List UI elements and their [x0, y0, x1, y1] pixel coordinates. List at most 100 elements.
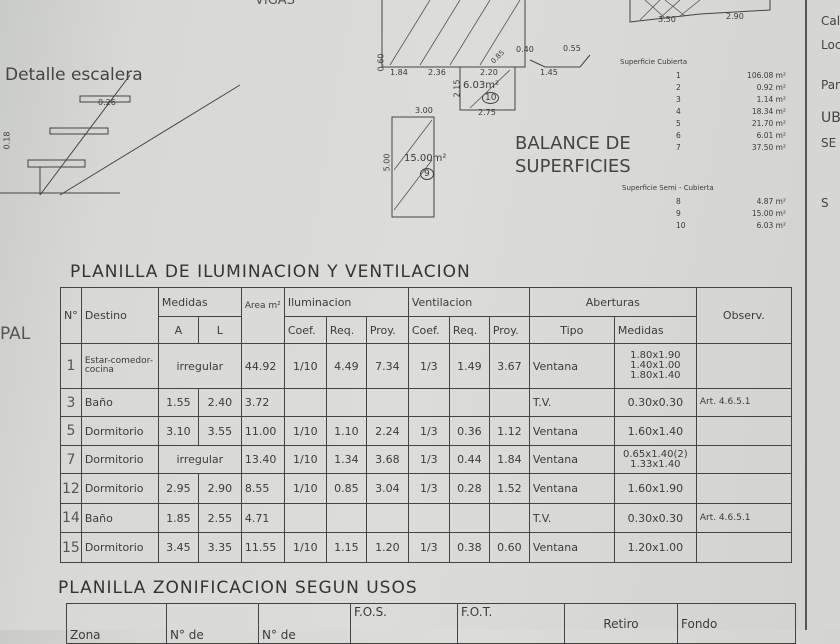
plan-dim: 0.40	[516, 45, 534, 54]
cell-n: 15	[60, 532, 82, 563]
cell-v-coef: 1/3	[407, 532, 450, 563]
area-10-id: 10	[482, 92, 500, 104]
left-fragment: PAL	[0, 324, 31, 344]
adjacent-sheet: Cal Loc Par UB SE S	[805, 0, 840, 630]
table-row: 3 Baño 1.55 2.40 3.72 T.V. 0.30x0.30 Art. 4.6.5…	[60, 388, 792, 417]
header-aberturas: Aberturas	[528, 287, 697, 317]
cell-il-req	[325, 503, 367, 533]
balance-item: 3 1.14 m²	[676, 95, 786, 104]
plan-dim: 2.36	[428, 68, 446, 77]
plan-dim: 2.15	[452, 79, 462, 98]
cell-tipo: T.V.	[528, 388, 615, 417]
cell-il-req	[325, 388, 367, 417]
cell-destino: Dormitorio	[80, 473, 159, 504]
cell-medidas: 1.20x1.00	[613, 532, 697, 563]
plan-dim: 3.50	[658, 15, 676, 24]
sheet-text: Par	[821, 78, 840, 92]
sheet-text: UB	[821, 110, 840, 126]
cell-obs: Art. 4.6.5.1	[695, 388, 792, 417]
cell-area: 11.55	[240, 532, 285, 563]
cell-n: 14	[60, 503, 82, 533]
cell-a: 3.45	[157, 532, 199, 563]
cell-il-coef: 1/10	[283, 416, 327, 446]
cell-il-req: 1.15	[325, 532, 367, 563]
cell-destino: Baño	[80, 503, 159, 533]
plan-dim: 2.75	[478, 108, 496, 117]
header-tipo: Tipo	[528, 316, 615, 344]
cell-obs	[695, 416, 792, 446]
cell-v-proy	[488, 388, 530, 417]
table-row: 7 Dormitorio irregular 13.40 1/10 1.34 3.68 1/3…	[60, 445, 792, 474]
table-row: 5 Dormitorio 3.10 3.55 11.00 1/10 1.10 2.24 1/3 0…	[60, 416, 792, 446]
table-row: 12 Dormitorio 2.95 2.90 8.55 1/10 0.85 3.04 1/3 0…	[60, 473, 792, 504]
plan-hatched-areas	[381, 0, 591, 218]
cell-medidas: 1.60x1.90	[613, 473, 697, 504]
cell-il-proy	[365, 388, 409, 417]
cell-medidas: 1.60x1.40	[613, 416, 697, 446]
plan-dim: 5.00	[382, 153, 392, 172]
plan-dim: 1.45	[540, 68, 558, 77]
header-a: A	[157, 316, 199, 344]
cell-n: 7	[60, 445, 82, 474]
table-row: 14 Baño 1.85 2.55 4.71 T.V. 0.30x0.30 Art. 4.6.…	[60, 503, 792, 533]
cell-il-proy: 2.24	[365, 416, 409, 446]
cell-medidas: 0.65x1.40(2) 1.33x1.40	[613, 445, 697, 474]
cell-tipo: T.V.	[528, 503, 615, 533]
cell-area: 44.92	[240, 343, 285, 389]
header-n: N°	[60, 287, 82, 344]
cell-v-proy: 3.67	[488, 343, 530, 389]
cell-tipo: Ventana	[528, 473, 615, 504]
cell-area: 13.40	[240, 445, 285, 474]
cell-v-proy: 1.52	[488, 473, 530, 504]
area-9-label: 15.00m²	[404, 153, 447, 164]
balance-item: 9 15.00 m²	[676, 209, 786, 218]
plan-drawings	[0, 0, 771, 196]
cell-destino: Estar-comedor-cocina	[80, 343, 159, 389]
cell-v-coef	[407, 503, 450, 533]
semi-label: Superficie Semi - Cubierta	[622, 184, 714, 192]
cell-il-coef	[283, 388, 327, 417]
cell-a: 3.10	[157, 416, 199, 446]
cell-tipo: Ventana	[528, 343, 615, 389]
sheet-text: S	[821, 196, 829, 210]
cell-v-req	[448, 503, 490, 533]
n-de-header: N° de	[258, 603, 351, 644]
stair-dim: 0.26	[98, 98, 116, 107]
cell-v-proy: 1.12	[488, 416, 530, 446]
cell-il-coef: 1/10	[283, 343, 327, 389]
cell-destino: Dormitorio	[80, 416, 159, 446]
balance-item: 1 106.08 m²	[676, 71, 786, 80]
zonificacion-title: PLANILLA ZONIFICACION SEGUN USOS	[58, 578, 418, 598]
cell-v-coef	[407, 388, 450, 417]
cell-area: 8.55	[240, 473, 285, 504]
cell-destino: Baño	[80, 388, 159, 417]
cell-obs: Art. 4.6.5.1	[695, 503, 792, 533]
cell-tipo: Ventana	[528, 532, 615, 563]
header-v-req: Req.	[448, 316, 490, 344]
cell-destino: Dormitorio	[80, 532, 159, 563]
balance-item: 6 6.01 m²	[676, 131, 786, 140]
cubierta-label: Superficie Cubierta	[620, 58, 688, 66]
retiro-header: Retiro	[564, 603, 678, 644]
header-il-coef: Coef.	[283, 316, 327, 344]
balance-item: 10 6.03 m²	[676, 221, 786, 230]
cell-il-proy: 3.68	[365, 445, 409, 474]
cell-tipo: Ventana	[528, 445, 615, 474]
cell-v-coef: 1/3	[407, 416, 450, 446]
cell-il-coef: 1/10	[283, 445, 327, 474]
header-ventilacion: Ventilacion	[407, 287, 530, 317]
area-9-id: 9	[420, 168, 434, 180]
fondo-header: Fondo	[677, 603, 796, 644]
cell-destino: Dormitorio	[80, 445, 159, 474]
iluminacion-title: PLANILLA DE ILUMINACION Y VENTILACION	[70, 262, 471, 282]
stair-dim: 0.18	[2, 131, 12, 150]
cell-l: 2.40	[197, 388, 242, 417]
cell-n: 3	[60, 388, 82, 417]
header-area: Area m²	[240, 287, 285, 344]
cell-a: irregular	[157, 343, 242, 389]
plan-dim: 1.84	[390, 68, 408, 77]
balance-item: 8 4.87 m²	[676, 197, 786, 206]
cell-v-req: 0.36	[448, 416, 490, 446]
cell-medidas: 1.80x1.90 1.40x1.00 1.80x1.40	[613, 343, 697, 389]
cell-obs	[695, 473, 792, 504]
